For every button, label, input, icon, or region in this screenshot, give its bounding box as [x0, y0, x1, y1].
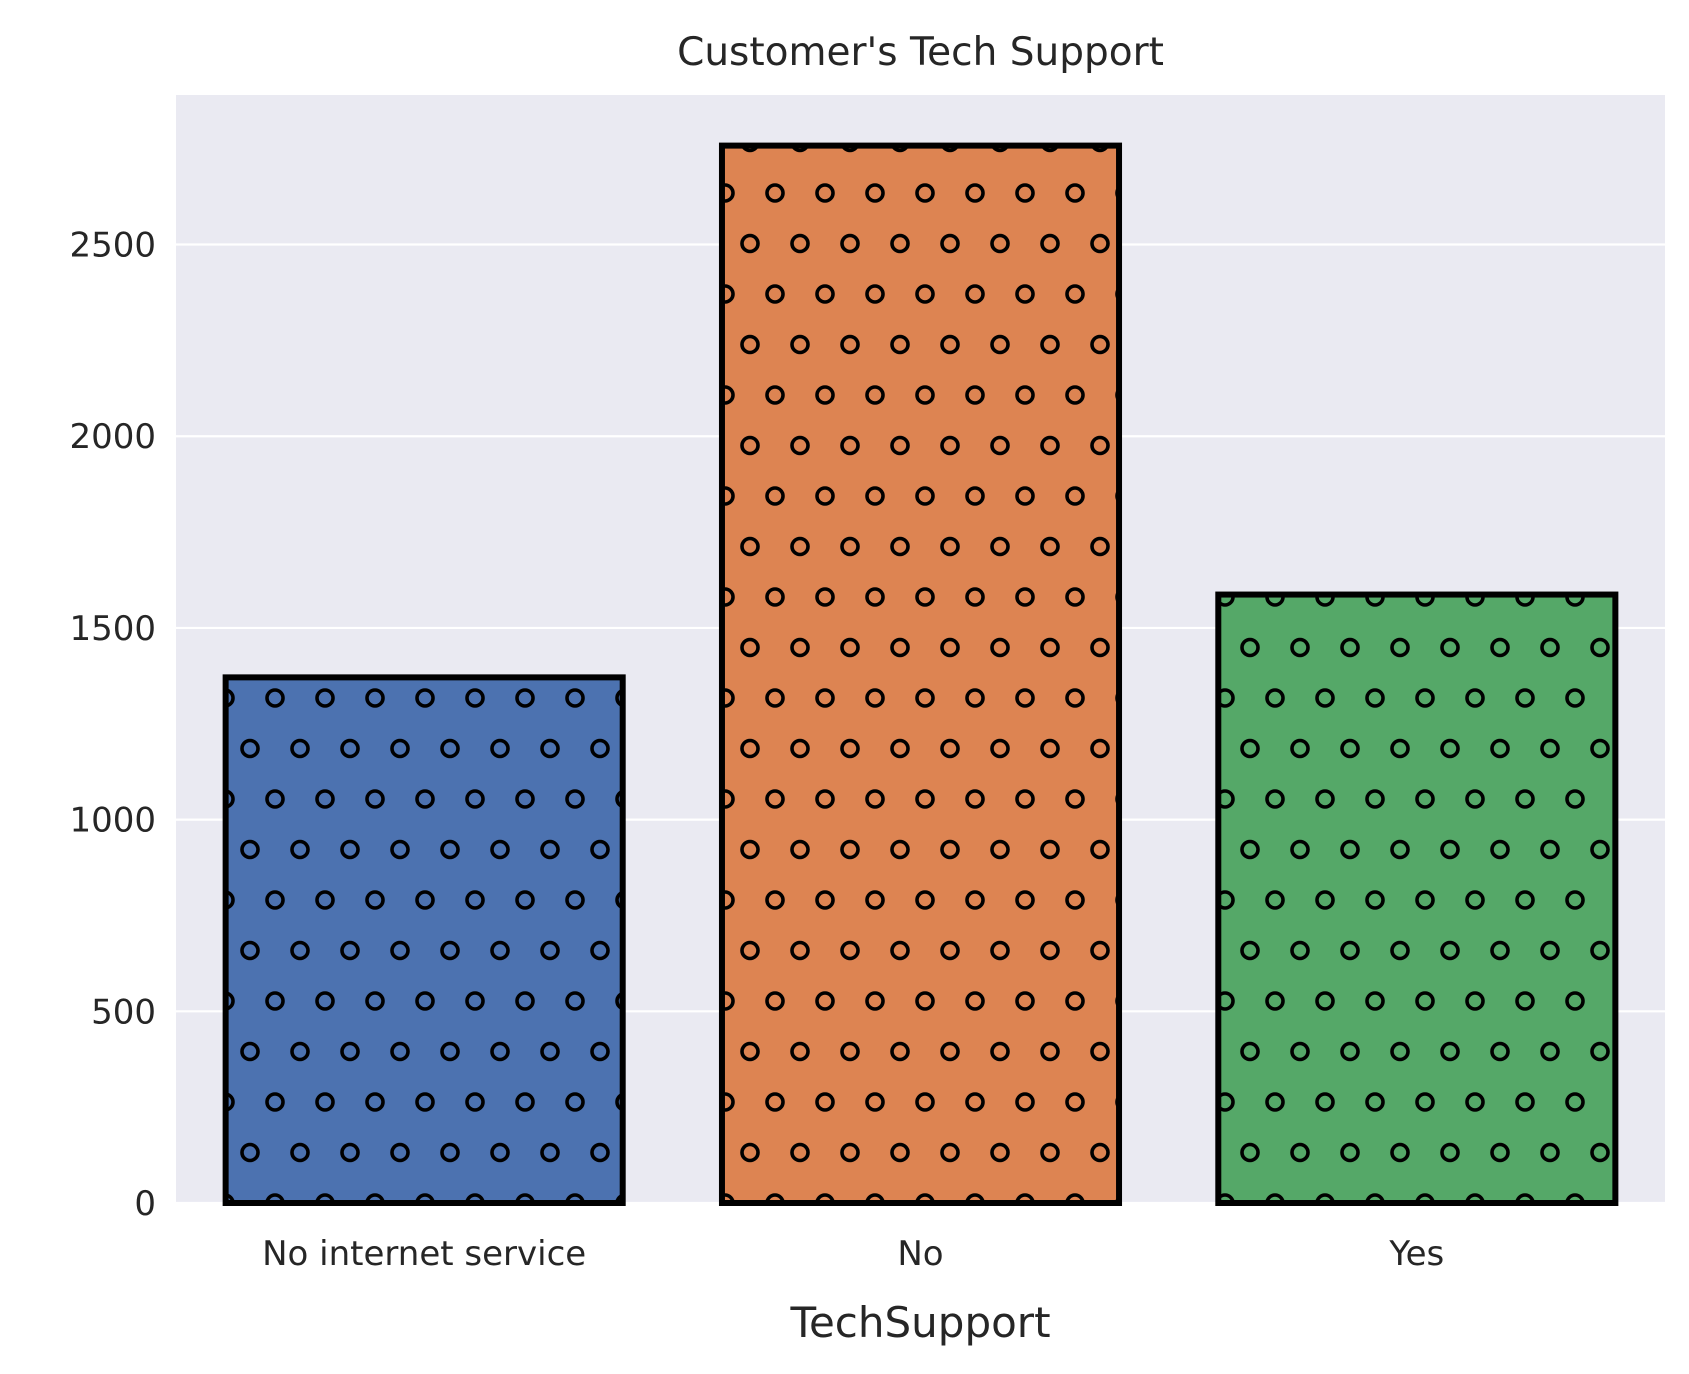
bar-yes [1215, 591, 1619, 1206]
y-tick-label: 1000 [69, 801, 156, 841]
x-tick-label: No internet service [262, 1234, 586, 1274]
y-tick-label: 2500 [69, 226, 156, 266]
bars [222, 142, 1619, 1206]
bar-no [718, 142, 1123, 1206]
x-axis-label: TechSupport [789, 1298, 1050, 1347]
y-tick-labels: 0 500 1000 1500 2000 2500 [69, 226, 156, 1224]
y-tick-label: 0 [134, 1184, 156, 1224]
chart-title: Customer's Tech Support [677, 30, 1164, 75]
x-tick-label: Yes [1388, 1234, 1444, 1274]
x-tick-label: No [897, 1234, 943, 1274]
bar-no-internet-service [222, 674, 626, 1206]
y-tick-label: 2000 [69, 417, 156, 457]
x-tick-labels: No internet service No Yes [262, 1234, 1444, 1274]
y-tick-label: 500 [91, 992, 156, 1032]
y-tick-label: 1500 [69, 609, 156, 649]
